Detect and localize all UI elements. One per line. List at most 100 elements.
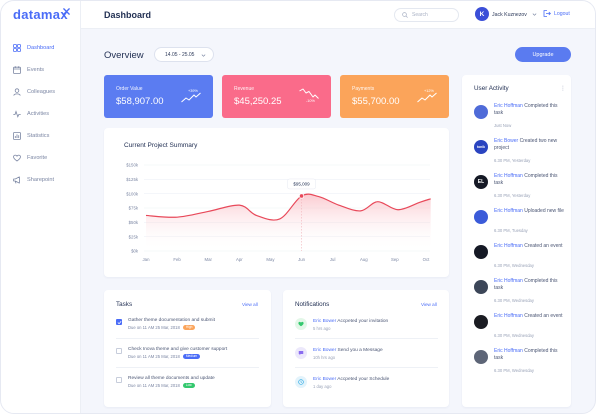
activity-action: Created an event	[524, 313, 563, 319]
stat-value: $45,250.25	[234, 96, 282, 107]
activity-user[interactable]: Eric Hoffman	[494, 348, 523, 354]
heart-icon	[295, 318, 307, 330]
upgrade-button[interactable]: Upgrade	[515, 47, 571, 62]
priority-badge: Low	[182, 383, 195, 389]
logo-mark-icon	[63, 8, 70, 15]
y-tick-label: $25k	[129, 234, 139, 239]
stat-label: Payments	[352, 86, 375, 92]
notification-user[interactable]: Eric Bower	[313, 377, 337, 382]
activity-time: 6.30 PM, Wednesday	[494, 333, 534, 338]
activity-user[interactable]: Eric Hoffman	[494, 278, 523, 284]
stat-label: Revenue	[234, 86, 255, 92]
stat-card-revenue[interactable]: Revenue $45,250.25 -10%	[222, 75, 331, 118]
activity-time: 6.30 PM, Tuesday	[494, 228, 528, 233]
clock-icon	[295, 376, 307, 388]
sidebar-item-statistics[interactable]: Statistics	[12, 129, 49, 143]
avatar: tonik	[474, 140, 488, 154]
notification-text: Eric Bower Accpeted your Schedule	[313, 377, 389, 382]
stat-card-order-value[interactable]: Order Value $58,907.00 +39%	[104, 75, 213, 118]
divider	[116, 338, 259, 339]
stat-value: $58,907.00	[116, 96, 164, 107]
sidebar-item-label: Dashboard	[27, 45, 55, 51]
logout-label: Logout	[554, 10, 570, 17]
activity-action: Completed this task	[494, 173, 558, 186]
sidebar-item-favorite[interactable]: Favorite	[12, 151, 47, 165]
stat-card-payments[interactable]: Payments $55,700.00 +12%	[340, 75, 449, 118]
sidebar-item-colleagues[interactable]: Colleagues	[12, 85, 55, 99]
x-tick-label: Feb	[173, 257, 181, 262]
sidebar-item-events[interactable]: Events	[12, 63, 44, 77]
page-title: Dashboard	[104, 10, 152, 20]
activity-action: Completed this task	[494, 348, 558, 361]
trend-up-icon	[417, 92, 437, 103]
avatar	[474, 105, 488, 119]
notification-time: 5 hrs ago	[313, 326, 331, 331]
activity-user[interactable]: Eric Hoffman	[494, 313, 523, 319]
user-icon	[12, 88, 21, 97]
notification-text: Eric Bower Send you a Message	[313, 348, 383, 353]
divider	[295, 367, 438, 368]
sidebar-item-sharepoint[interactable]: Sharepoint	[12, 173, 54, 187]
trend-down-icon	[299, 88, 319, 99]
task-title: Gather theme documentation and submit	[128, 318, 215, 323]
activity-time: 6.30 PM, Wednesday	[494, 368, 534, 373]
task-due: Due on 11 AM 25 Mar, 2018 High	[128, 325, 196, 331]
stat-delta: +12%	[424, 89, 434, 93]
tasks-panel: Tasks View all Gather theme documentatio…	[104, 290, 271, 407]
activity-text: Eric Hoffman Created an event	[494, 243, 566, 250]
top-bar: Dashboard Search K Jack Kuznezov Logout	[81, 1, 595, 29]
overview-title: Overview	[104, 50, 144, 61]
task-checkbox[interactable]	[116, 319, 122, 325]
search-icon	[402, 12, 408, 18]
sidebar-item-label: Statistics	[27, 133, 50, 139]
divider	[116, 367, 259, 368]
activity-time: 6.30 PM, Wednesday	[494, 298, 534, 303]
highlight-point[interactable]	[298, 193, 305, 199]
activity-text: Eric Hoffman Completed this task	[494, 103, 566, 116]
activity-user[interactable]: Eric Bower	[494, 138, 519, 144]
y-tick-label: $100k	[126, 191, 139, 196]
chevron-down-icon[interactable]	[532, 12, 537, 17]
megaphone-icon	[12, 176, 21, 185]
avatar	[474, 245, 488, 259]
chevron-down-icon	[201, 54, 206, 57]
x-tick-label: Oct	[423, 257, 430, 262]
sidebar: datamax Dashboard Events Colleagues	[1, 1, 81, 413]
series-area	[146, 194, 431, 251]
notification-time: 1 day ago	[313, 384, 332, 389]
activity-text: Eric Hoffman Completed this task	[494, 173, 566, 186]
stat-delta: -10%	[306, 99, 315, 103]
task-checkbox[interactable]	[116, 377, 122, 383]
logout-button[interactable]: Logout	[543, 10, 570, 17]
activity-text: Eric Hoffman Completed this task	[494, 348, 566, 361]
user-activity-panel: User Activity ⋮ Eric Hoffman Completed t…	[462, 75, 571, 407]
stat-delta: +39%	[188, 89, 198, 93]
date-range-select[interactable]: 14.05 - 25.05	[154, 47, 214, 62]
more-options-icon[interactable]: ⋮	[560, 86, 566, 92]
activity-user[interactable]: Eric Hoffman	[494, 243, 523, 249]
stat-label: Order Value	[116, 86, 143, 92]
activity-user[interactable]: Eric Hoffman	[494, 173, 523, 179]
search-placeholder: Search	[412, 12, 428, 18]
y-tick-label: $150k	[126, 163, 139, 168]
avatar[interactable]: K	[475, 7, 489, 21]
task-checkbox[interactable]	[116, 348, 122, 354]
sidebar-item-dashboard[interactable]: Dashboard	[12, 41, 54, 55]
notification-user[interactable]: Eric Bower	[313, 319, 337, 324]
brand-logo[interactable]: datamax	[13, 7, 68, 22]
activity-text: Eric Hoffman Completed this task	[494, 278, 566, 291]
task-due: Due on 11 AM 25 Mar, 2018 Low	[128, 383, 195, 389]
notifications-view-all-link[interactable]: View all	[421, 302, 437, 307]
search-input[interactable]: Search	[394, 8, 459, 22]
chart-title: Current Project Summary	[124, 142, 198, 149]
user-name[interactable]: Jack Kuznezov	[492, 12, 527, 18]
tasks-view-all-link[interactable]: View all	[242, 302, 258, 307]
sidebar-item-label: Colleagues	[27, 89, 55, 95]
notification-time: 10h hrs ago	[313, 355, 336, 360]
date-range-value: 14.05 - 25.05	[165, 51, 195, 58]
activity-user[interactable]: Eric Hoffman	[494, 103, 523, 109]
project-summary-chart: $0k $25k $50k $75k $100k $125k $150k Jan Feb Mar A…	[126, 163, 431, 262]
notification-user[interactable]: Eric Bower	[313, 348, 337, 353]
sidebar-item-activities[interactable]: Activities	[12, 107, 49, 121]
activity-user[interactable]: Eric Hoffman	[494, 208, 523, 214]
